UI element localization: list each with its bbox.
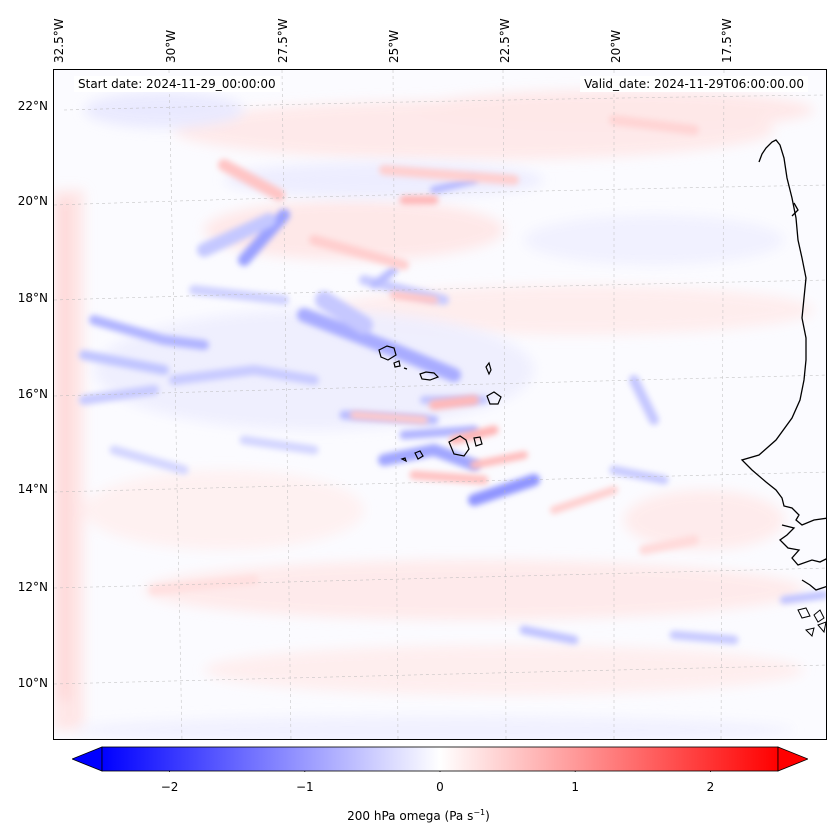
lat-label-20n: 20°N xyxy=(17,194,48,208)
colorbar-tick-label: 2 xyxy=(706,780,715,794)
colorbar-tick-label: 1 xyxy=(571,780,580,794)
colorbar-tick-label: 0 xyxy=(436,780,444,794)
lat-label-18n: 18°N xyxy=(17,291,48,305)
colorbar-max-extend xyxy=(777,746,808,772)
lat-label-22n: 22°N xyxy=(17,99,48,113)
graticule xyxy=(54,70,826,739)
coastal-islets xyxy=(797,607,826,637)
cape-verde-islands xyxy=(378,345,502,463)
colorbar xyxy=(72,746,808,772)
colorbar-min-extend xyxy=(72,746,103,772)
colorbar-gradient xyxy=(101,746,779,772)
colorbar-label: 200 hPa omega (Pa s−1) xyxy=(347,808,490,823)
colorbar-tick-label: −1 xyxy=(295,780,314,794)
map-panel[interactable] xyxy=(53,69,827,740)
lat-label-14n: 14°N xyxy=(17,482,48,496)
colorbar-tick-label: −2 xyxy=(160,780,179,794)
valid-date-label: Valid_date: 2024-11-29T06:00:00.00 xyxy=(580,76,808,92)
coastline-africa xyxy=(740,139,826,591)
colorbar-ticks xyxy=(169,771,711,772)
lon-label-22-5w: 22.5°W xyxy=(498,18,512,63)
lat-label-12n: 12°N xyxy=(17,580,48,594)
lon-label-17-5w: 17.5°W xyxy=(720,18,734,63)
positive-omega-bands xyxy=(149,115,699,595)
lon-label-32-5w: 32.5°W xyxy=(52,18,66,63)
start-date-label: Start date: 2024-11-29_00:00:00 xyxy=(74,76,280,92)
lat-label-16n: 16°N xyxy=(17,387,48,401)
lon-label-20w: 20°W xyxy=(609,29,623,63)
lat-label-10n: 10°N xyxy=(17,676,48,690)
lon-label-25w: 25°W xyxy=(387,29,401,63)
lon-label-27-5w: 27.5°W xyxy=(276,18,290,63)
lon-label-30w: 30°W xyxy=(164,29,178,63)
omega-field-map xyxy=(54,70,826,739)
